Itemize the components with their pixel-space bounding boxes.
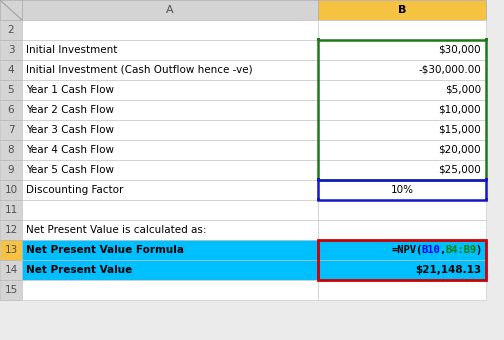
Text: 5: 5 — [8, 85, 14, 95]
Text: Discounting Factor: Discounting Factor — [26, 185, 123, 195]
Text: $21,148.13: $21,148.13 — [415, 265, 481, 275]
Bar — [22, 200, 318, 220]
Bar — [22, 100, 318, 120]
Bar — [0, 120, 22, 140]
Bar — [318, 0, 486, 20]
Text: =NPV(: =NPV( — [391, 245, 422, 255]
Bar — [22, 20, 318, 40]
Bar — [318, 100, 486, 120]
Bar — [0, 300, 504, 340]
Text: 10: 10 — [5, 185, 18, 195]
Text: $15,000: $15,000 — [438, 125, 481, 135]
Bar — [318, 40, 486, 60]
Text: Year 1 Cash Flow: Year 1 Cash Flow — [26, 85, 114, 95]
Text: 9: 9 — [8, 165, 14, 175]
Bar — [0, 260, 22, 280]
Text: 3: 3 — [8, 45, 14, 55]
Bar — [0, 140, 22, 160]
Text: $20,000: $20,000 — [438, 145, 481, 155]
Text: 13: 13 — [5, 245, 18, 255]
Bar — [318, 260, 486, 280]
Bar — [318, 240, 486, 280]
Bar — [318, 160, 486, 180]
Bar — [318, 240, 486, 260]
Text: $10,000: $10,000 — [438, 105, 481, 115]
Bar — [318, 220, 486, 240]
Text: 8: 8 — [8, 145, 14, 155]
Bar — [318, 180, 486, 200]
Text: A: A — [166, 5, 174, 15]
Bar — [0, 0, 22, 20]
Text: 11: 11 — [5, 205, 18, 215]
Text: ): ) — [475, 245, 481, 255]
Text: Year 2 Cash Flow: Year 2 Cash Flow — [26, 105, 114, 115]
Text: $5,000: $5,000 — [445, 85, 481, 95]
Text: 15: 15 — [5, 285, 18, 295]
Text: $25,000: $25,000 — [438, 165, 481, 175]
Bar — [485, 38, 488, 41]
Bar — [318, 20, 486, 40]
Bar — [317, 178, 320, 181]
Text: Initial Investment: Initial Investment — [26, 45, 117, 55]
Bar — [317, 178, 320, 181]
Bar — [22, 160, 318, 180]
Text: Year 3 Cash Flow: Year 3 Cash Flow — [26, 125, 114, 135]
Bar — [318, 140, 486, 160]
Bar — [22, 120, 318, 140]
Bar — [318, 80, 486, 100]
Text: 7: 7 — [8, 125, 14, 135]
Bar — [318, 40, 486, 180]
Bar — [485, 178, 488, 181]
Text: Year 5 Cash Flow: Year 5 Cash Flow — [26, 165, 114, 175]
Text: 4: 4 — [8, 65, 14, 75]
Bar — [22, 40, 318, 60]
Bar — [318, 180, 486, 200]
Bar — [486, 0, 504, 340]
Bar — [22, 60, 318, 80]
Text: ,: , — [439, 245, 445, 255]
Bar — [22, 280, 318, 300]
Bar — [22, 180, 318, 200]
Bar — [0, 200, 22, 220]
Bar — [22, 240, 318, 260]
Text: B4:B9: B4:B9 — [445, 245, 476, 255]
Text: Net Present Value is calculated as:: Net Present Value is calculated as: — [26, 225, 207, 235]
Bar — [318, 280, 486, 300]
Text: 14: 14 — [5, 265, 18, 275]
Bar — [22, 220, 318, 240]
Bar — [0, 80, 22, 100]
Text: 12: 12 — [5, 225, 18, 235]
Bar — [22, 260, 318, 280]
Bar — [22, 0, 318, 20]
Bar — [0, 20, 22, 40]
Text: 6: 6 — [8, 105, 14, 115]
Bar — [485, 198, 488, 201]
Bar — [22, 80, 318, 100]
Text: Net Present Value Formula: Net Present Value Formula — [26, 245, 184, 255]
Text: B10: B10 — [421, 245, 440, 255]
Bar — [0, 180, 22, 200]
Bar — [0, 280, 22, 300]
Bar — [0, 160, 22, 180]
Text: $30,000: $30,000 — [438, 45, 481, 55]
Bar — [0, 60, 22, 80]
Bar — [318, 200, 486, 220]
Bar — [485, 178, 488, 181]
Bar — [0, 240, 22, 260]
Text: 2: 2 — [8, 25, 14, 35]
Bar — [317, 198, 320, 201]
Text: -$30,000.00: -$30,000.00 — [418, 65, 481, 75]
Bar — [0, 40, 22, 60]
Text: Year 4 Cash Flow: Year 4 Cash Flow — [26, 145, 114, 155]
Bar — [318, 120, 486, 140]
Bar — [317, 38, 320, 41]
Text: 10%: 10% — [391, 185, 413, 195]
Text: Initial Investment (Cash Outflow hence -ve): Initial Investment (Cash Outflow hence -… — [26, 65, 253, 75]
Bar — [318, 60, 486, 80]
Text: Net Present Value: Net Present Value — [26, 265, 132, 275]
Bar — [0, 220, 22, 240]
Text: B: B — [398, 5, 406, 15]
Bar — [0, 100, 22, 120]
Bar — [22, 140, 318, 160]
